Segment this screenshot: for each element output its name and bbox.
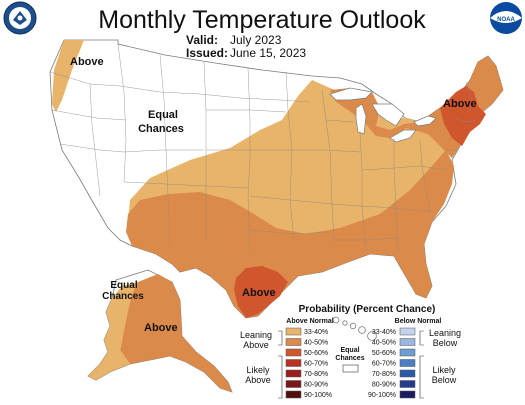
label-above-texas: Above bbox=[242, 287, 276, 299]
legend-below-swatch bbox=[399, 327, 416, 336]
legend-bracket-likely-below bbox=[419, 355, 424, 399]
label-equal-chances-line2: Chances bbox=[138, 123, 184, 135]
legend-below-label: 40-50% bbox=[372, 340, 396, 347]
legend-leaning-above-1: Leaning bbox=[240, 330, 272, 340]
legend-below-swatch bbox=[399, 390, 416, 399]
alaska bbox=[87, 269, 233, 393]
legend-above-swatch bbox=[285, 359, 302, 367]
legend-below-rows: 33-40% 40-50% 50-60% 60-70% 70-80% 80-90% 90-1… bbox=[368, 327, 416, 399]
legend-leaning-below-1: Leaning bbox=[429, 328, 461, 338]
legend-above-label: 50-60% bbox=[304, 350, 328, 357]
legend-below-swatch bbox=[399, 348, 416, 357]
legend-below-label: 90-100% bbox=[368, 392, 396, 399]
legend-below-label: 80-90% bbox=[372, 382, 396, 389]
legend-above-swatch bbox=[285, 390, 302, 399]
region-above-50-60-texas bbox=[234, 266, 288, 318]
legend-below-header: Below Normal bbox=[395, 318, 442, 325]
legend-leaning-below-2: Below bbox=[433, 338, 458, 348]
label-equal-chances-line1: Equal bbox=[148, 109, 178, 121]
region-above-50-60-northeast bbox=[440, 86, 486, 146]
label-above-northeast: Above bbox=[443, 98, 477, 110]
page-title: Monthly Temperature Outlook bbox=[98, 6, 426, 34]
alaska-above-40-50 bbox=[120, 274, 232, 392]
noaa-logo-text: NOAA bbox=[497, 17, 515, 23]
legend-equal-line2: Chances bbox=[335, 355, 364, 362]
issued-value: June 15, 2023 bbox=[230, 46, 306, 60]
legend-equal-line1: Equal bbox=[340, 347, 359, 354]
legend-bracket-leaning-below bbox=[419, 330, 424, 346]
legend-bracket-leaning-above bbox=[278, 330, 283, 346]
region-above-40-50-south bbox=[126, 150, 454, 318]
legend-bracket-likely-above bbox=[278, 355, 283, 399]
legend-below-swatch bbox=[399, 380, 416, 388]
legend-likely-below-1: Likely bbox=[432, 365, 456, 375]
label-above-northwest: Above bbox=[70, 56, 104, 68]
hawaii bbox=[332, 316, 377, 341]
legend-below-label: 70-80% bbox=[372, 371, 396, 378]
legend-above-swatch bbox=[285, 369, 302, 378]
legend-leaning-above-2: Above bbox=[243, 340, 269, 350]
legend-above-swatch bbox=[285, 380, 302, 388]
noaa-logo-icon: NOAA bbox=[490, 2, 522, 34]
legend-above-swatch bbox=[285, 348, 302, 357]
great-lakes bbox=[329, 87, 437, 143]
legend-likely-above-2: Above bbox=[245, 375, 271, 385]
legend: Probability (Percent Chance) Above Norma… bbox=[240, 304, 461, 399]
legend-below-label: 50-60% bbox=[372, 350, 396, 357]
state-boundaries bbox=[49, 43, 477, 253]
label-alaska-equal-line1: Equal bbox=[110, 280, 137, 291]
legend-above-swatch bbox=[285, 327, 302, 336]
legend-above-header: Above Normal bbox=[286, 318, 334, 325]
legend-above-label: 90-100% bbox=[304, 392, 332, 399]
conus bbox=[49, 39, 504, 319]
legend-below-swatch bbox=[399, 369, 416, 378]
legend-likely-above-1: Likely bbox=[246, 365, 270, 375]
issued-label: Issued: bbox=[186, 46, 228, 60]
legend-likely-below-2: Below bbox=[432, 375, 457, 385]
label-alaska-equal-line2: Chances bbox=[102, 291, 144, 302]
legend-above-label: 70-80% bbox=[304, 371, 328, 378]
legend-above-swatch bbox=[285, 338, 302, 346]
legend-below-swatch bbox=[399, 338, 416, 346]
seal-icon bbox=[3, 1, 37, 35]
valid-value: July 2023 bbox=[230, 33, 282, 47]
legend-above-rows: 33-40% 40-50% 50-60% 60-70% 70-80% 80-90% 90-1… bbox=[285, 327, 332, 399]
alaska-above-33-40 bbox=[88, 282, 138, 380]
valid-label: Valid: bbox=[186, 33, 218, 47]
legend-title: Probability (Percent Chance) bbox=[299, 304, 436, 315]
legend-below-label: 33-40% bbox=[372, 329, 396, 336]
legend-below-label: 60-70% bbox=[372, 361, 396, 368]
label-above-alaska: Above bbox=[144, 322, 178, 334]
legend-above-label: 60-70% bbox=[304, 361, 328, 368]
legend-above-label: 33-40% bbox=[304, 329, 328, 336]
legend-below-swatch bbox=[399, 359, 416, 367]
legend-above-label: 40-50% bbox=[304, 340, 328, 347]
legend-above-label: 80-90% bbox=[304, 382, 328, 389]
region-above-33-40-northwest bbox=[52, 40, 84, 112]
legend-equal-swatch bbox=[342, 364, 359, 373]
